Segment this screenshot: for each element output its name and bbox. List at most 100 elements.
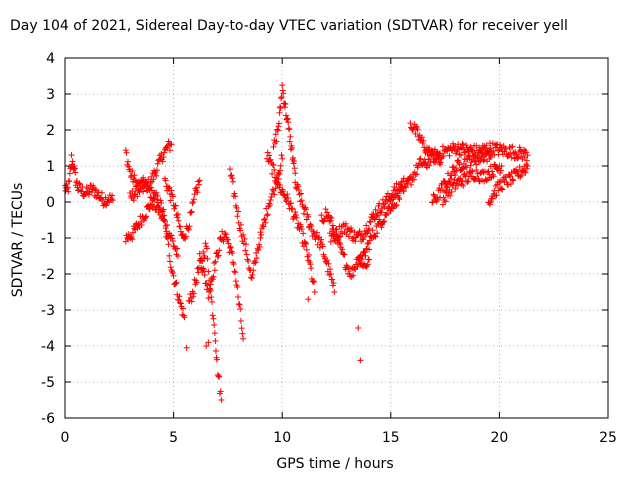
- data-point: [160, 206, 167, 213]
- data-point: [460, 160, 467, 167]
- data-point: [156, 204, 163, 211]
- data-point: [288, 206, 295, 213]
- data-point: [493, 192, 500, 199]
- data-point: [319, 243, 326, 250]
- data-point: [284, 191, 291, 198]
- data-point: [271, 191, 278, 198]
- data-point: [303, 246, 310, 253]
- data-point: [295, 183, 302, 190]
- data-point: [524, 163, 531, 169]
- data-point: [507, 173, 514, 180]
- data-point: [129, 168, 136, 175]
- data-point: [273, 138, 280, 145]
- data-point: [177, 223, 184, 230]
- data-point: [440, 152, 447, 159]
- data-point: [170, 272, 177, 279]
- data-point: [376, 216, 383, 223]
- data-point: [136, 189, 143, 196]
- data-point: [169, 193, 176, 200]
- data-point: [162, 222, 169, 229]
- data-point: [468, 146, 475, 153]
- data-point: [212, 258, 219, 265]
- data-point: [464, 178, 471, 185]
- data-point: [510, 150, 517, 157]
- data-point: [151, 195, 158, 202]
- data-point: [391, 183, 398, 190]
- data-point: [474, 170, 481, 177]
- data-point: [452, 185, 459, 192]
- data-point: [89, 186, 96, 193]
- data-point: [492, 182, 499, 189]
- data-point: [232, 269, 239, 276]
- data-point: [253, 255, 260, 262]
- data-point: [248, 275, 255, 282]
- data-point: [269, 170, 276, 177]
- data-point: [505, 181, 512, 188]
- data-point: [201, 252, 208, 259]
- data-point: [264, 149, 271, 156]
- data-point: [471, 176, 478, 183]
- data-point: [162, 177, 169, 184]
- data-point: [161, 149, 168, 156]
- data-point: [408, 181, 415, 188]
- data-point: [161, 212, 168, 219]
- data-point: [234, 283, 241, 290]
- data-point: [366, 256, 373, 263]
- data-point: [255, 247, 262, 254]
- data-point: [330, 280, 337, 287]
- data-point: [257, 235, 264, 241]
- data-point: [372, 233, 379, 240]
- data-point: [275, 120, 282, 127]
- data-point: [284, 115, 291, 122]
- data-point: [229, 175, 236, 182]
- data-point: [166, 147, 173, 154]
- data-point: [95, 189, 102, 196]
- data-point: [177, 299, 184, 306]
- data-point: [232, 278, 239, 285]
- data-point: [261, 216, 268, 223]
- data-point: [109, 197, 116, 204]
- data-point: [132, 183, 139, 190]
- data-point: [469, 168, 476, 175]
- data-point: [515, 172, 522, 179]
- data-point: [480, 157, 487, 164]
- data-point: [366, 218, 373, 225]
- data-point: [298, 226, 305, 233]
- data-point: [212, 338, 219, 345]
- data-point: [204, 255, 211, 262]
- data-point: [85, 185, 92, 192]
- data-point: [281, 100, 288, 107]
- data-point: [287, 146, 294, 153]
- data-point: [310, 278, 317, 285]
- data-point: [301, 205, 308, 212]
- data-point: [76, 180, 83, 187]
- data-point: [172, 280, 179, 287]
- data-point: [460, 182, 467, 189]
- data-point: [483, 142, 490, 149]
- data-point: [329, 276, 336, 283]
- data-point: [156, 152, 163, 159]
- data-point: [171, 205, 178, 212]
- data-point: [509, 176, 516, 183]
- data-point: [160, 217, 167, 224]
- data-point: [169, 238, 176, 245]
- data-point: [333, 226, 340, 233]
- data-point: [251, 258, 258, 265]
- data-point: [256, 243, 263, 250]
- data-point: [307, 221, 314, 228]
- data-point: [68, 152, 75, 159]
- data-point: [252, 259, 259, 266]
- data-point: [206, 288, 213, 295]
- data-point: [168, 141, 175, 148]
- data-point: [211, 267, 218, 274]
- data-point: [355, 254, 362, 261]
- data-point: [291, 165, 298, 172]
- data-point: [295, 187, 302, 194]
- data-point: [346, 270, 353, 277]
- data-point: [239, 330, 246, 337]
- data-point: [329, 222, 336, 229]
- data-point: [206, 285, 213, 292]
- data-point: [324, 209, 331, 216]
- data-point: [413, 171, 420, 178]
- data-point: [190, 198, 197, 205]
